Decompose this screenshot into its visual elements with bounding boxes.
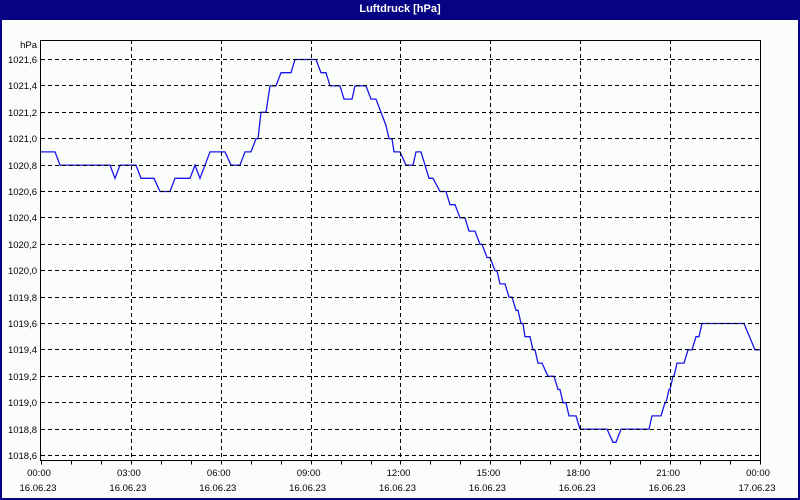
- svg-text:1020,8: 1020,8: [8, 161, 37, 172]
- svg-text:1019,6: 1019,6: [8, 319, 37, 330]
- svg-text:16.06.23: 16.06.23: [379, 483, 416, 494]
- svg-text:00:00: 00:00: [746, 468, 770, 479]
- svg-text:1020,4: 1020,4: [8, 213, 37, 224]
- svg-text:1019,0: 1019,0: [8, 398, 37, 409]
- svg-text:09:00: 09:00: [297, 468, 321, 479]
- svg-text:1020,2: 1020,2: [8, 240, 37, 251]
- svg-text:03:00: 03:00: [117, 468, 141, 479]
- svg-text:16.06.23: 16.06.23: [289, 483, 326, 494]
- svg-text:1021,0: 1021,0: [8, 134, 37, 145]
- svg-text:15:00: 15:00: [477, 468, 501, 479]
- svg-text:1019,4: 1019,4: [8, 345, 37, 356]
- svg-text:00:00: 00:00: [27, 468, 51, 479]
- svg-text:1019,2: 1019,2: [8, 372, 37, 383]
- svg-text:16.06.23: 16.06.23: [199, 483, 236, 494]
- svg-text:1020,6: 1020,6: [8, 187, 37, 198]
- svg-text:1018,6: 1018,6: [8, 451, 37, 462]
- svg-text:21:00: 21:00: [656, 468, 680, 479]
- svg-text:16.06.23: 16.06.23: [559, 483, 596, 494]
- svg-text:16.06.23: 16.06.23: [109, 483, 146, 494]
- svg-text:16.06.23: 16.06.23: [20, 483, 57, 494]
- svg-text:16.06.23: 16.06.23: [649, 483, 686, 494]
- svg-text:1019,8: 1019,8: [8, 293, 37, 304]
- svg-text:hPa: hPa: [20, 40, 38, 51]
- svg-text:1020,0: 1020,0: [8, 266, 37, 277]
- svg-text:16.06.23: 16.06.23: [469, 483, 506, 494]
- svg-text:18:00: 18:00: [566, 468, 590, 479]
- svg-text:1021,2: 1021,2: [8, 108, 37, 119]
- svg-text:17.06.23: 17.06.23: [739, 483, 776, 494]
- svg-text:06:00: 06:00: [207, 468, 231, 479]
- svg-text:1021,4: 1021,4: [8, 81, 37, 92]
- svg-text:1018,8: 1018,8: [8, 425, 37, 436]
- svg-text:1021,6: 1021,6: [8, 55, 37, 66]
- svg-text:12:00: 12:00: [387, 468, 411, 479]
